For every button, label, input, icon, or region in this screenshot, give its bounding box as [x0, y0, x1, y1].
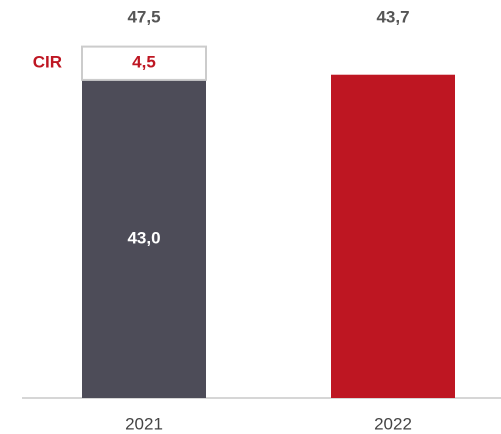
value-label: 43,0 — [127, 228, 160, 247]
cir-box — [81, 45, 207, 81]
total-label: 43,7 — [376, 7, 409, 26]
bar — [331, 74, 455, 399]
series-label: CIR — [33, 53, 62, 72]
value-label: 4,5 — [132, 53, 156, 72]
x-tick-label: 2022 — [374, 414, 412, 433]
x-tick-label: 2021 — [125, 414, 163, 433]
total-label: 47,5 — [127, 7, 160, 26]
bar — [82, 79, 206, 399]
